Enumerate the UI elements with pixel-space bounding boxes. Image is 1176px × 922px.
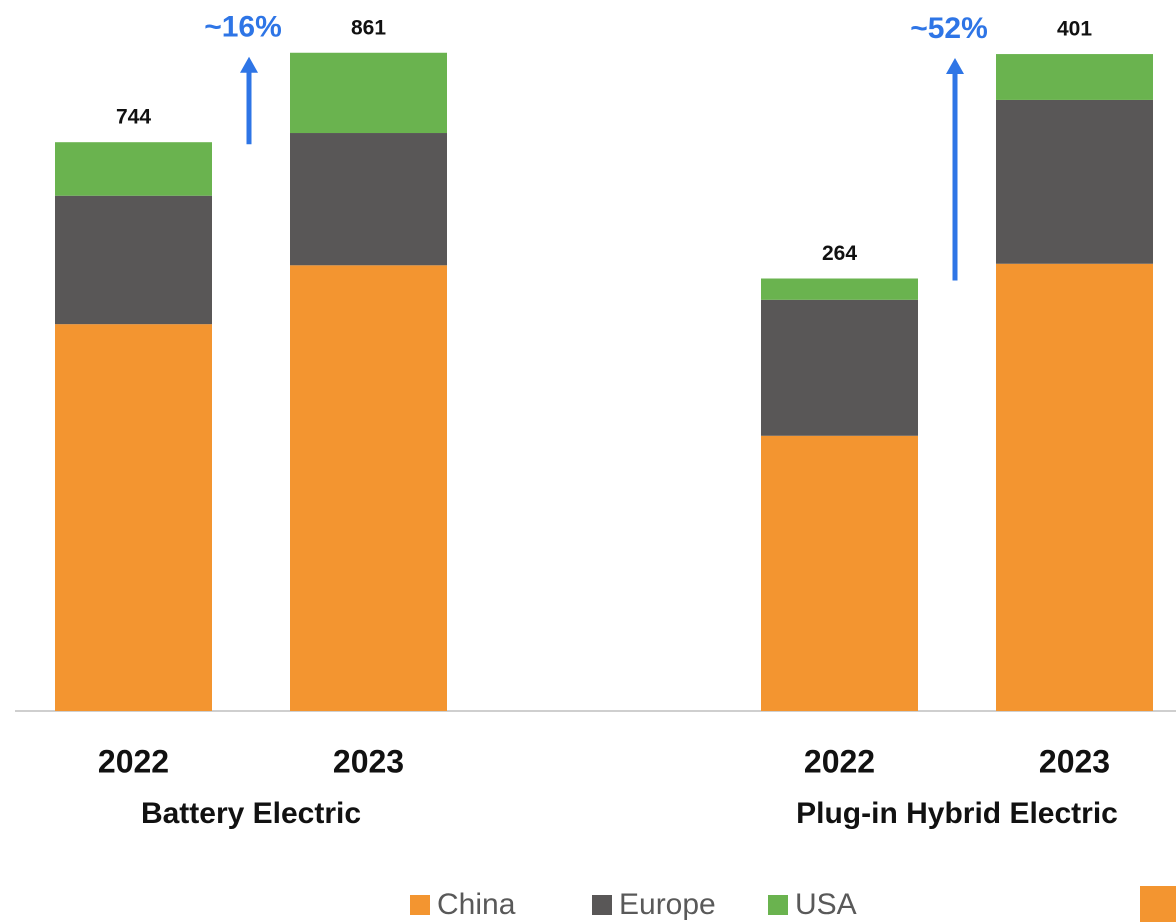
bar-segment [290, 133, 447, 266]
group-label: Plug-in Hybrid Electric [796, 797, 1118, 830]
corner-decoration [1140, 886, 1176, 922]
x-tick-label: 2023 [1039, 743, 1110, 779]
growth-annotation: ~16% [204, 11, 282, 44]
total-label: 264 [822, 242, 857, 265]
total-label: 861 [351, 16, 386, 39]
bar-segment [761, 435, 918, 711]
growth-arrow-head [946, 58, 964, 75]
growth-annotation: ~52% [910, 12, 988, 45]
total-label: 744 [116, 106, 151, 129]
bar-segment [55, 195, 212, 325]
x-tick-label: 2022 [804, 743, 875, 779]
bar-segment [55, 142, 212, 196]
growth-arrow-head [240, 56, 258, 73]
bar-segment [290, 265, 447, 711]
bar-segment [290, 52, 447, 134]
legend-swatch [410, 895, 430, 915]
bar-segment [761, 278, 918, 300]
legend-swatch [768, 895, 788, 915]
x-tick-label: 2022 [98, 743, 169, 779]
legend-label: USA [795, 888, 857, 921]
legend-label: China [437, 888, 516, 921]
group-label: Battery Electric [141, 797, 361, 830]
total-label: 401 [1057, 18, 1092, 41]
bar-segment [761, 299, 918, 436]
bar-segment [996, 263, 1153, 711]
legend-label: Europe [619, 888, 716, 921]
legend-swatch [592, 895, 612, 915]
bar-segment [996, 99, 1153, 264]
bar-segment [55, 324, 212, 711]
bar-segment [996, 54, 1153, 100]
x-tick-label: 2023 [333, 743, 404, 779]
